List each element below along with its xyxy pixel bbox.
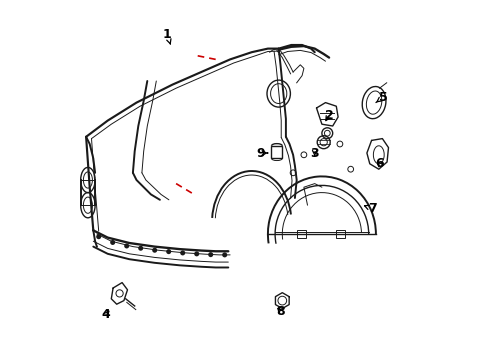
- Text: 2: 2: [324, 109, 333, 122]
- Text: 8: 8: [276, 305, 284, 318]
- Text: 5: 5: [375, 91, 386, 104]
- Text: 7: 7: [364, 202, 376, 215]
- Circle shape: [152, 248, 157, 253]
- Circle shape: [194, 251, 199, 256]
- Circle shape: [110, 240, 115, 245]
- Bar: [336, 230, 345, 238]
- Text: 6: 6: [374, 157, 383, 170]
- Bar: [296, 230, 305, 238]
- Text: 1: 1: [163, 28, 171, 44]
- Text: 4: 4: [102, 309, 110, 321]
- Circle shape: [166, 249, 171, 254]
- Circle shape: [180, 251, 185, 256]
- Circle shape: [138, 246, 143, 251]
- Circle shape: [124, 243, 129, 248]
- Text: 3: 3: [310, 147, 318, 159]
- Bar: [271, 146, 282, 158]
- Circle shape: [208, 252, 213, 257]
- Circle shape: [222, 252, 227, 257]
- Text: 9: 9: [256, 147, 267, 159]
- Circle shape: [96, 234, 101, 239]
